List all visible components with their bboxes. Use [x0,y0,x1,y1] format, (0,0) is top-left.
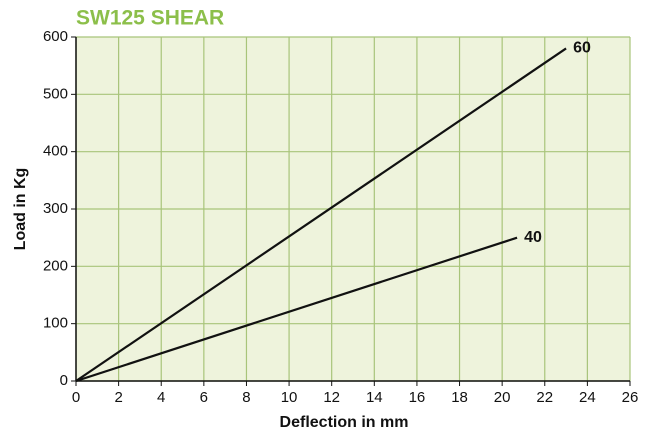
y-tick-label: 600 [43,28,68,45]
x-tick-label: 24 [579,389,596,406]
x-axis-label: Deflection in mm [280,414,409,431]
x-tick-label: 8 [242,389,250,406]
x-tick-label: 12 [323,389,340,406]
y-tick-label: 200 [43,257,68,274]
x-tick-label: 2 [114,389,122,406]
y-tick-label: 100 [43,315,68,332]
series-label: 40 [524,229,542,246]
series-line [75,236,518,383]
x-tick-label: 10 [281,389,298,406]
x-tick-label: 26 [622,389,639,406]
y-tick-label: 300 [43,200,68,217]
x-tick-label: 20 [494,389,511,406]
x-tick-label: 18 [451,389,468,406]
y-axis-label: Load in Kg [12,168,29,251]
y-tick-label: 400 [43,143,68,160]
x-tick-label: 4 [157,389,165,406]
series-label: 60 [573,40,591,57]
chart-title: SW125 SHEAR [76,7,224,30]
x-tick-label: 22 [536,389,553,406]
x-tick-label: 14 [366,389,383,406]
x-tick-label: 16 [409,389,426,406]
series-line [75,47,567,382]
x-tick-label: 0 [72,389,80,406]
y-tick-label: 500 [43,85,68,102]
x-tick-label: 6 [200,389,208,406]
y-tick-label: 0 [60,372,68,389]
